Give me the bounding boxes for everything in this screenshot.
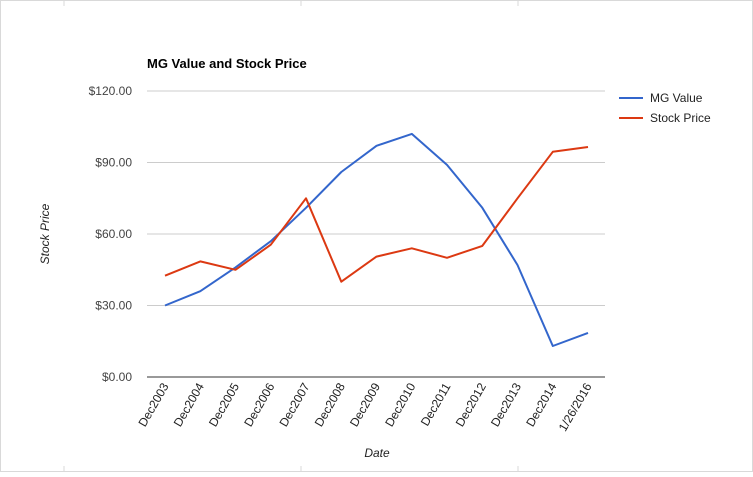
- y-tick-label: $60.00: [95, 227, 132, 241]
- y-tick-label: $120.00: [89, 84, 133, 98]
- series-line-mg-value: [164, 132, 589, 347]
- y-axis-ticks: $0.00 $30.00 $60.00 $90.00 $120.00: [89, 84, 133, 384]
- legend: MG Value Stock Price: [619, 91, 711, 125]
- y-tick-label: $30.00: [95, 299, 132, 313]
- x-axis-label: Date: [364, 446, 390, 460]
- chart-title: MG Value and Stock Price: [147, 56, 307, 71]
- y-axis-label: Stock Price: [38, 203, 52, 264]
- series-lines: [164, 132, 589, 347]
- legend-label: Stock Price: [650, 111, 711, 125]
- gridlines: [147, 90, 605, 378]
- legend-label: MG Value: [650, 91, 703, 105]
- y-tick-label: $0.00: [102, 370, 132, 384]
- y-tick-label: $90.00: [95, 156, 132, 170]
- series-line-stock-price: [164, 146, 589, 283]
